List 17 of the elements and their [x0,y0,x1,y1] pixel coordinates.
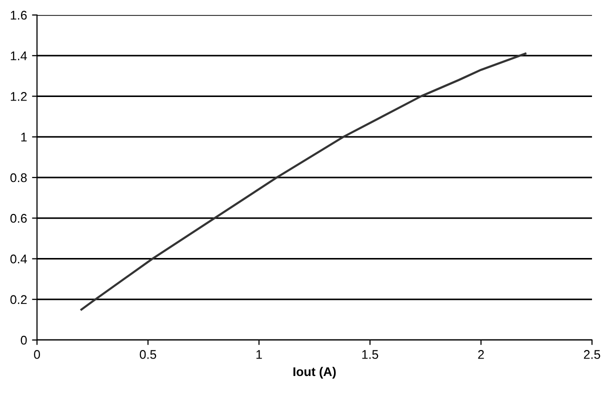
y-tick-label: 1.2 [10,92,27,101]
x-tick-label: 1 [256,350,262,359]
y-tick-label: 1.4 [10,52,27,60]
x-tick-label: 1.5 [362,350,378,359]
y-tick-label: 0.8 [10,173,27,182]
x-tick-label: 0 [34,350,40,359]
x-tick-label: 2.5 [584,350,600,359]
y-tick-label: 0.2 [10,295,27,304]
y-tick-label: 0.4 [10,254,27,264]
y-tick-label: 0 [20,336,27,345]
y-tick-label: 0.6 [10,214,27,223]
line-series [80,52,526,311]
x-tick-label: 0.5 [140,350,156,359]
y-tick-label: 1.6 [10,10,27,20]
x-axis-title: Iout (A) [293,366,336,379]
x-tick-label: 2 [478,350,484,359]
y-tick-label: 1 [21,132,27,142]
